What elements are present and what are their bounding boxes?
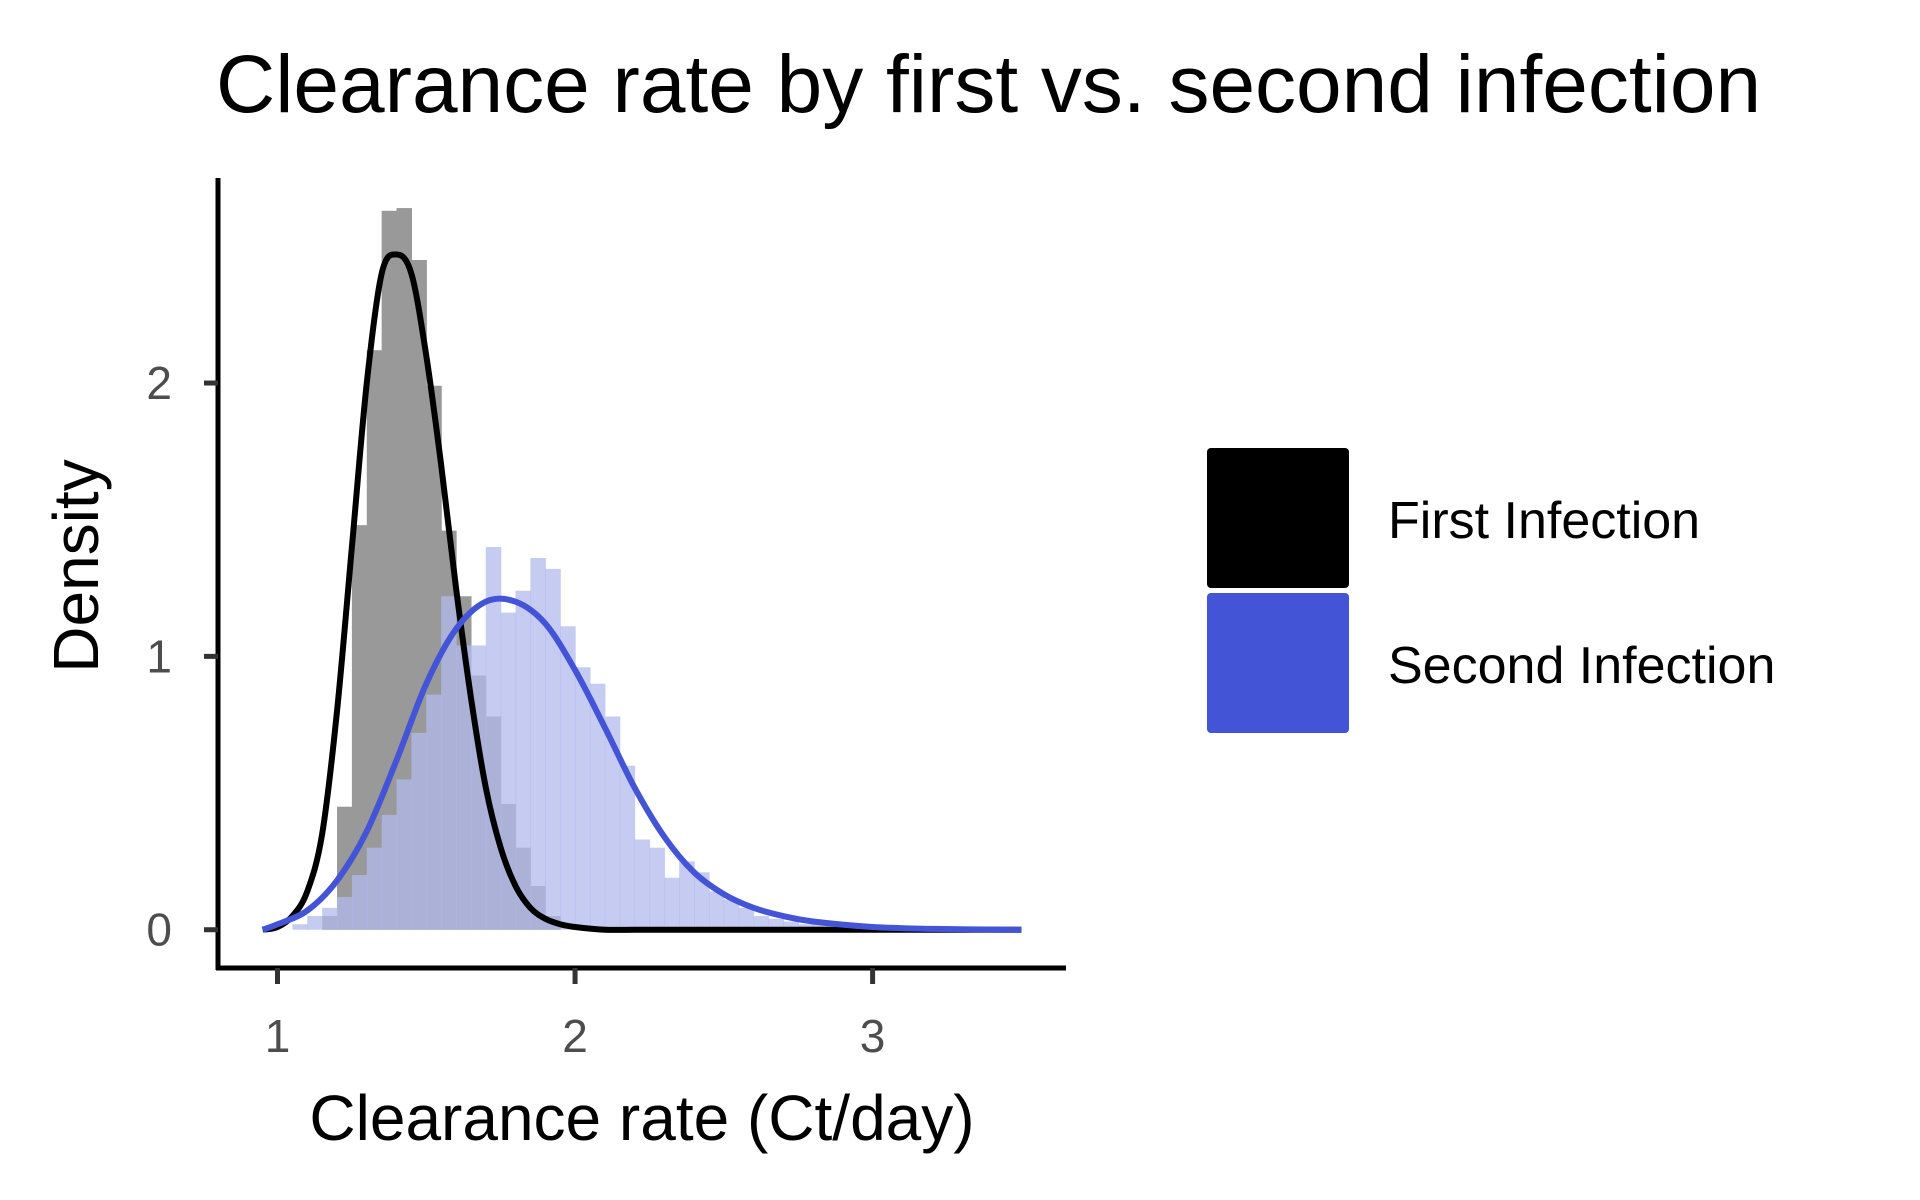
histogram-bar-second-infection — [366, 847, 383, 930]
legend-label-first-infection: First Infection — [1388, 492, 1700, 550]
histogram-bar-second-infection — [679, 861, 695, 930]
histogram-bar-second-infection — [456, 645, 472, 930]
x-tick-label: 1 — [265, 1010, 291, 1062]
histogram-bar-second-infection — [322, 907, 338, 930]
histogram-bar-second-infection — [485, 547, 502, 930]
histogram-bar-second-infection — [411, 732, 427, 930]
histogram-bar-second-infection — [530, 557, 546, 930]
histogram-bar-second-infection — [381, 814, 398, 930]
legend: First Infection Second Infection — [1207, 448, 1775, 733]
histogram-bar-second-infection — [545, 568, 561, 930]
histogram-bar-second-infection — [604, 716, 621, 930]
histogram-bar-second-infection — [396, 779, 413, 930]
histogram-bar-second-infection — [351, 875, 368, 930]
histogram-bar-second-infection — [694, 872, 710, 930]
x-axis-label: Clearance rate (Ct/day) — [309, 1082, 974, 1154]
legend-swatch-first-infection — [1207, 448, 1349, 588]
density-curve-first-infection — [262, 251, 1022, 933]
histogram-bar-second-infection — [292, 924, 308, 930]
histogram-bar-second-infection — [753, 916, 770, 930]
histogram-bar-second-infection — [783, 921, 799, 930]
histogram-bar-second-infection — [337, 896, 353, 930]
histogram-bar-first-infection — [351, 525, 368, 930]
legend-swatch-second-infection — [1207, 593, 1349, 733]
histogram-bar-second-infection — [768, 918, 784, 930]
histogram-bar-second-infection — [307, 916, 323, 930]
axis-ticks: 0 1 2 1 2 3 — [146, 357, 885, 1062]
y-tick-label: 1 — [146, 630, 172, 682]
histogram-bar-second-infection — [575, 667, 591, 930]
histogram-bars — [292, 208, 829, 930]
y-tick-label: 0 — [146, 904, 172, 956]
density-curve-second-infection — [261, 595, 1022, 933]
histogram-bar-second-infection — [738, 907, 755, 930]
density-curves — [261, 251, 1022, 933]
x-tick-label: 2 — [562, 1010, 588, 1062]
y-tick-label: 2 — [146, 357, 172, 409]
histogram-bar-first-infection — [381, 210, 398, 930]
histogram-bar-second-infection — [441, 596, 457, 930]
y-axis-label: Density — [40, 459, 112, 672]
x-tick-label: 3 — [860, 1010, 886, 1062]
chart-title: Clearance rate by first vs. second infec… — [216, 39, 1761, 130]
histogram-bar-second-infection — [619, 765, 636, 930]
histogram-bar-second-infection — [560, 626, 576, 930]
histogram-bar-second-infection — [426, 694, 442, 930]
legend-label-second-infection: Second Infection — [1388, 637, 1775, 695]
histogram-bar-second-infection — [649, 847, 665, 930]
histogram-bar-second-infection — [589, 683, 606, 930]
histogram-bar-second-infection — [664, 877, 680, 930]
histogram-bar-second-infection — [634, 839, 651, 930]
histogram-bar-first-infection — [366, 350, 383, 930]
histogram-bar-second-infection — [515, 590, 532, 930]
histogram-bar-second-infection — [708, 891, 725, 930]
histogram-bar-second-infection — [723, 899, 740, 930]
